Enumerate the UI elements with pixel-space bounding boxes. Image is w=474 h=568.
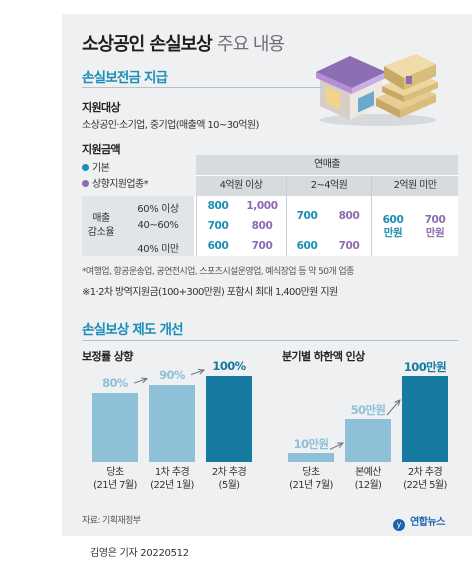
- rate-arrowhead-2: [197, 368, 206, 375]
- table-divider-1: [286, 176, 287, 256]
- minpay-bar-3: [402, 376, 448, 462]
- chart-correction-rate: 80% 당초 (21년 7월) 90% 1차 추경 (22년 1월) 100% 2차 추경 (5…: [82, 359, 262, 506]
- row-label-1: 60% 이상: [137, 204, 179, 215]
- table-header-divider: [196, 175, 458, 176]
- legend-upgraded: 상향지원업종*: [82, 175, 149, 190]
- minpay-bar-2: [345, 419, 391, 462]
- cell-c1-r1-basic: 800: [207, 200, 229, 212]
- rate-category-1: 당초 (21년 7월): [93, 467, 137, 491]
- yonhap-logo: y 연합뉴스: [393, 510, 445, 531]
- rate-arrow-2: [190, 369, 205, 376]
- yonhap-logo-icon: y: [393, 519, 405, 531]
- rate-bar-3: [206, 376, 252, 462]
- cell-c3-upgraded: 700 만원: [424, 214, 446, 239]
- minpay-value-2: 50만원: [350, 403, 386, 417]
- row-header-block: [82, 196, 194, 256]
- byline: 김영은 기자 20220512: [90, 548, 189, 559]
- note-2: ※1·2차 방역지원금(100+300만원) 포함시 최대 1,400만원 지원: [82, 287, 338, 298]
- source-text: 자료: 기획재정부: [82, 516, 141, 526]
- cell-c2-r3-basic: 600: [296, 240, 318, 252]
- note-1: *여행업, 항공운송업, 공연전시업, 스포츠시설운영업, 예식장업 등 약 5…: [82, 267, 354, 277]
- page-title: 소상공인 손실보상 주요 내용: [82, 30, 285, 56]
- minpay-arrow-1: [329, 442, 344, 450]
- rate-category-3: 2차 추경 (5월): [211, 467, 247, 491]
- table-top-header: 연매출: [196, 155, 458, 175]
- cell-c3-basic: 600 만원: [382, 214, 404, 239]
- section1-divider: [82, 87, 322, 88]
- row-label-2: 40~60%: [137, 220, 179, 231]
- rate-bar-1: [92, 393, 138, 462]
- minpay-category-1: 당초 (21년 7월): [289, 467, 333, 491]
- minpay-arrows: [329, 399, 401, 450]
- minpay-value-3: 100만원: [403, 360, 447, 374]
- chart2-title: 분기별 하한액 인상: [282, 350, 365, 363]
- legend-upgraded-swatch: [82, 180, 89, 187]
- minpay-category-3: 2차 추경 (22년 5월): [403, 467, 447, 491]
- minpay-value-1: 10만원: [293, 437, 329, 452]
- cell-c1-r3-basic: 600: [207, 240, 229, 252]
- minpay-arrowhead-2: [394, 399, 401, 406]
- rate-value-3: 100%: [212, 359, 246, 373]
- shop-money-illustration: [316, 54, 438, 126]
- legend-basic-swatch: [82, 164, 89, 171]
- cell-c2-r2-basic: 700: [296, 210, 318, 222]
- section2-divider: [82, 340, 458, 341]
- cell-c1-r3-upgraded: 700: [251, 240, 273, 252]
- minpay-bar-1: [288, 453, 334, 462]
- legend-basic: 기본: [82, 159, 110, 174]
- rate-arrowhead-1: [140, 377, 149, 384]
- table-divider-0: [196, 196, 197, 256]
- revenue-col-1: 4억원 이상: [196, 176, 286, 196]
- rate-value-1: 80%: [102, 376, 128, 391]
- minpay-category-2: 본예산 (12월): [354, 467, 382, 491]
- cell-c1-r2-upgraded: 800: [251, 220, 273, 232]
- cell-c2-r3-upgraded: 700: [338, 240, 360, 252]
- cell-c1-r2-basic: 700: [207, 220, 229, 232]
- table-divider-2: [371, 176, 372, 256]
- rate-category-2: 1차 추경 (22년 1월): [150, 467, 194, 491]
- minpay-arrow-2: [386, 399, 401, 416]
- row-group-label: 매출 감소율: [87, 213, 115, 238]
- rate-bar-2: [149, 384, 195, 462]
- minpay-arrowhead-1: [336, 442, 345, 449]
- title-main: 소상공인 손실보상: [82, 34, 213, 55]
- cell-c2-r2-upgraded: 800: [338, 210, 360, 222]
- amount-label: 지원금액: [82, 143, 121, 156]
- section1-heading: 손실보전금 지급: [82, 70, 168, 86]
- rate-arrow-1: [133, 378, 148, 384]
- target-text: 소상공인·소기업, 중기업(매출액 10~30억원): [82, 120, 259, 131]
- cell-c1-r1-upgraded: 1,000: [246, 200, 278, 212]
- row-label-3: 40% 미만: [137, 244, 179, 255]
- revenue-col-2: 2~4억원: [287, 176, 371, 196]
- title-sub: 주요 내용: [217, 34, 285, 55]
- rate-arrows: [133, 368, 206, 384]
- chart1-title: 보정률 상향: [82, 350, 133, 363]
- rate-value-2: 90%: [159, 367, 185, 382]
- revenue-col-3: 2억원 미만: [372, 176, 458, 196]
- target-label: 지원대상: [82, 101, 121, 114]
- section2-heading: 손실보상 제도 개선: [82, 322, 184, 338]
